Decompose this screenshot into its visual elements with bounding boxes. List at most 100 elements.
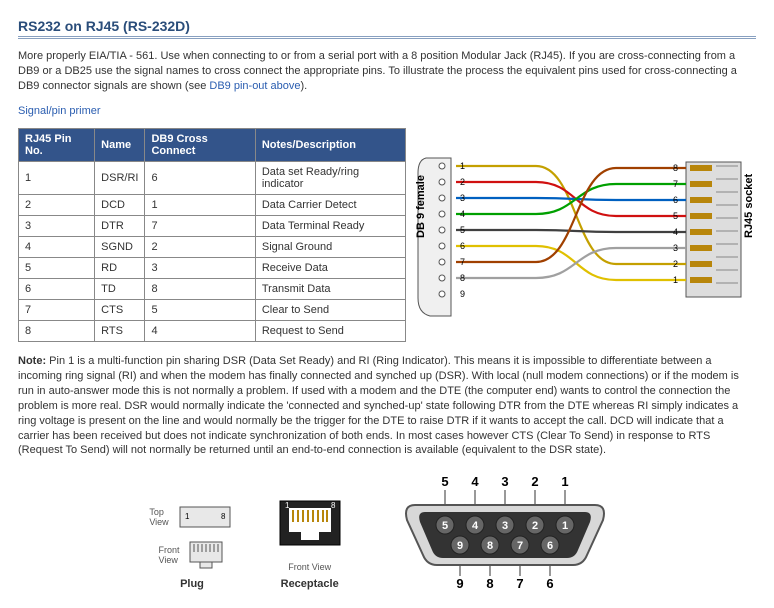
- table-cell: DSR/RI: [95, 162, 145, 195]
- receptacle-caption: Receptacle: [281, 578, 339, 590]
- svg-text:9: 9: [460, 289, 465, 299]
- svg-text:5: 5: [460, 225, 465, 235]
- svg-text:4: 4: [471, 474, 479, 489]
- table-header: Notes/Description: [255, 129, 405, 162]
- svg-text:2: 2: [460, 177, 465, 187]
- pinout-table: RJ45 Pin No.NameDB9 Cross ConnectNotes/D…: [18, 128, 406, 342]
- svg-text:5: 5: [442, 520, 448, 532]
- svg-text:8: 8: [487, 540, 493, 552]
- table-row: 1DSR/RI6Data set Ready/ring indicator: [19, 162, 406, 195]
- table-row: 4SGND2Signal Ground: [19, 237, 406, 258]
- svg-text:1: 1: [185, 512, 190, 521]
- table-cell: SGND: [95, 237, 145, 258]
- svg-text:8: 8: [221, 512, 226, 521]
- svg-text:3: 3: [501, 474, 508, 489]
- table-cell: Data Terminal Ready: [255, 216, 405, 237]
- table-cell: 1: [145, 195, 255, 216]
- svg-text:6: 6: [546, 576, 553, 590]
- svg-text:RJ45 socket: RJ45 socket: [743, 174, 755, 239]
- db9-connector-icon: 5 5 4 4 3 3 2 2 1 1 9 9 8 8 7 7 6 6: [385, 470, 625, 590]
- table-cell: Data set Ready/ring indicator: [255, 162, 405, 195]
- table-cell: CTS: [95, 300, 145, 321]
- svg-text:9: 9: [456, 576, 463, 590]
- receptacle-icon: 1 8: [275, 496, 345, 556]
- svg-text:7: 7: [517, 540, 523, 552]
- table-cell: Receive Data: [255, 258, 405, 279]
- table-cell: 6: [145, 162, 255, 195]
- svg-text:9: 9: [457, 540, 463, 552]
- svg-text:3: 3: [673, 243, 678, 253]
- plug-front-icon: [186, 538, 226, 572]
- svg-text:6: 6: [547, 540, 553, 552]
- db9-pinout-link[interactable]: DB9 pin-out above: [209, 80, 300, 92]
- svg-text:4: 4: [673, 227, 678, 237]
- svg-text:3: 3: [460, 193, 465, 203]
- table-header: Name: [95, 129, 145, 162]
- svg-text:7: 7: [516, 576, 523, 590]
- table-cell: Transmit Data: [255, 279, 405, 300]
- svg-text:4: 4: [472, 520, 479, 532]
- plug-caption: Plug: [180, 578, 204, 590]
- svg-text:1: 1: [285, 501, 290, 510]
- svg-text:8: 8: [486, 576, 493, 590]
- table-header: DB9 Cross Connect: [145, 129, 255, 162]
- svg-text:2: 2: [532, 520, 538, 532]
- svg-text:7: 7: [460, 257, 465, 267]
- rj45-receptacle-diagram: 1 8 Front View Receptacle: [275, 496, 345, 590]
- top-view-label: Top View: [149, 507, 168, 527]
- svg-text:1: 1: [561, 474, 568, 489]
- table-cell: 8: [19, 321, 95, 342]
- intro-text: More properly EIA/TIA - 561. Use when co…: [18, 50, 737, 92]
- svg-text:8: 8: [460, 273, 465, 283]
- table-cell: 8: [145, 279, 255, 300]
- note-label: Note:: [18, 355, 46, 367]
- table-cell: 7: [145, 216, 255, 237]
- table-cell: 5: [19, 258, 95, 279]
- svg-text:7: 7: [673, 179, 678, 189]
- svg-text:8: 8: [331, 501, 336, 510]
- svg-text:1: 1: [673, 275, 678, 285]
- table-cell: RD: [95, 258, 145, 279]
- table-cell: RTS: [95, 321, 145, 342]
- connector-diagrams: Top View 1 8 Front View Plug: [18, 470, 756, 590]
- db9-front-diagram: 5 5 4 4 3 3 2 2 1 1 9 9 8 8 7 7 6 6: [385, 470, 625, 590]
- table-cell: TD: [95, 279, 145, 300]
- table-cell: 3: [145, 258, 255, 279]
- table-cell: 4: [19, 237, 95, 258]
- table-cell: Request to Send: [255, 321, 405, 342]
- table-cell: DTR: [95, 216, 145, 237]
- page-title: RS232 on RJ45 (RS-232D): [18, 18, 756, 39]
- table-row: 5RD3Receive Data: [19, 258, 406, 279]
- table-header: RJ45 Pin No.: [19, 129, 95, 162]
- svg-text:4: 4: [460, 209, 465, 219]
- svg-text:5: 5: [441, 474, 448, 489]
- svg-text:3: 3: [502, 520, 508, 532]
- table-cell: DCD: [95, 195, 145, 216]
- intro-paragraph: More properly EIA/TIA - 561. Use when co…: [18, 49, 756, 94]
- plug-top-icon: 1 8: [175, 502, 235, 532]
- svg-text:2: 2: [531, 474, 538, 489]
- signal-primer-link[interactable]: Signal/pin primer: [18, 105, 101, 117]
- table-cell: 2: [145, 237, 255, 258]
- table-cell: Data Carrier Detect: [255, 195, 405, 216]
- table-cell: 2: [19, 195, 95, 216]
- svg-text:6: 6: [460, 241, 465, 251]
- table-cell: 4: [145, 321, 255, 342]
- intro-tail: ).: [301, 80, 308, 92]
- table-cell: 1: [19, 162, 95, 195]
- svg-text:2: 2: [673, 259, 678, 269]
- front-view-label: Front View: [158, 545, 179, 565]
- receptacle-view-label: Front View: [288, 562, 331, 572]
- table-cell: 3: [19, 216, 95, 237]
- svg-text:6: 6: [673, 195, 678, 205]
- table-row: 7CTS5Clear to Send: [19, 300, 406, 321]
- table-row: 2DCD1Data Carrier Detect: [19, 195, 406, 216]
- svg-text:5: 5: [673, 211, 678, 221]
- table-row: 8RTS4Request to Send: [19, 321, 406, 342]
- note-paragraph: Note: Pin 1 is a multi-function pin shar…: [18, 354, 756, 458]
- svg-text:DB 9 female: DB 9 female: [416, 175, 427, 238]
- svg-text:1: 1: [562, 520, 568, 532]
- svg-text:8: 8: [673, 163, 678, 173]
- table-row: 3DTR7Data Terminal Ready: [19, 216, 406, 237]
- table-cell: Signal Ground: [255, 237, 405, 258]
